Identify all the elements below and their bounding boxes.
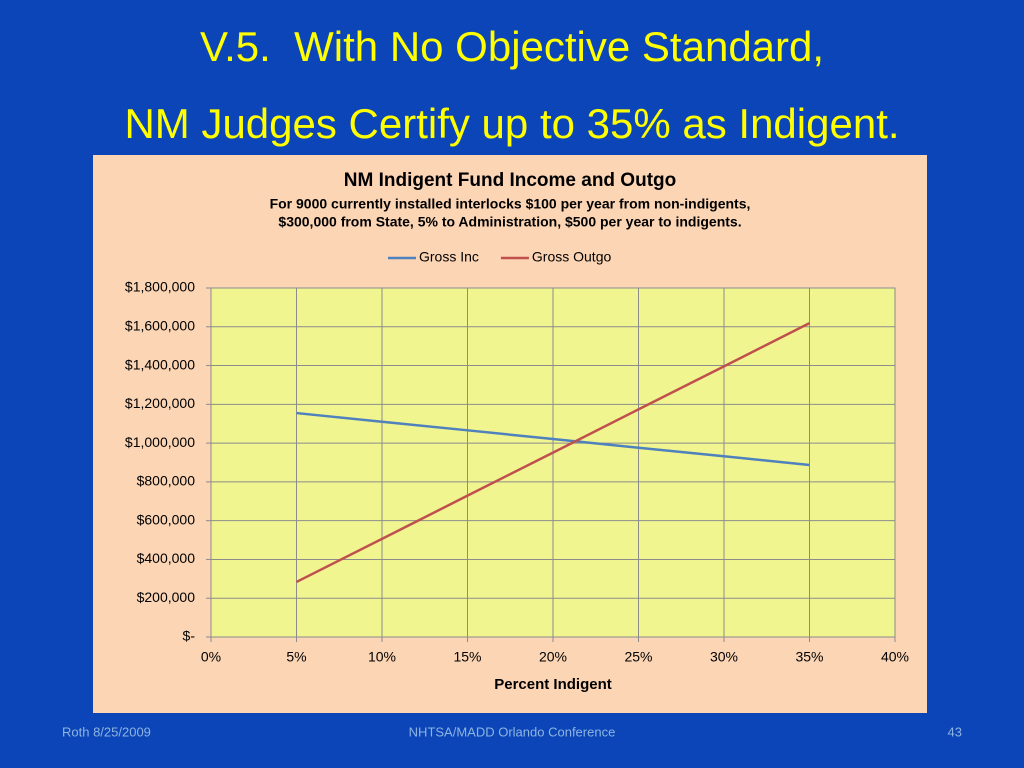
slide-title: NM Judges Certify up to 35% as Indigent. — [124, 100, 899, 147]
footer-center: NHTSA/MADD Orlando Conference — [409, 724, 616, 739]
y-tick-label: $1,800,000 — [125, 279, 195, 295]
y-tick-label: $1,000,000 — [125, 434, 195, 450]
series-line — [295, 321, 811, 584]
x-tick-label: 40% — [881, 649, 909, 665]
y-tick-label: $800,000 — [137, 473, 196, 489]
plot-border — [210, 287, 896, 638]
y-tick-label: $1,600,000 — [125, 317, 195, 333]
chart-subtitle: $300,000 from State, 5% to Administratio… — [278, 214, 741, 230]
page-number: 43 — [948, 724, 962, 739]
slide-title: V.5. With No Objective Standard, — [200, 23, 824, 70]
footer-left: Roth 8/25/2009 — [62, 724, 151, 739]
x-axis-label: Percent Indigent — [494, 676, 612, 693]
x-tick-label: 25% — [624, 649, 652, 665]
legend-label: Gross Outgo — [532, 249, 612, 265]
x-tick-label: 30% — [710, 649, 738, 665]
x-tick-label: 35% — [795, 649, 823, 665]
legend-label: Gross Inc — [419, 249, 479, 265]
y-tick-label: $400,000 — [137, 550, 196, 566]
x-tick-label: 15% — [453, 649, 481, 665]
chart-title: NM Indigent Fund Income and Outgo — [344, 170, 676, 191]
series-line — [296, 411, 810, 467]
y-tick-label: $200,000 — [137, 589, 196, 605]
y-tick-label: $600,000 — [137, 511, 196, 527]
y-tick-label: $1,200,000 — [125, 395, 195, 411]
x-tick-label: 10% — [368, 649, 396, 665]
y-tick-label: $1,400,000 — [125, 356, 195, 372]
chart-subtitle: For 9000 currently installed interlocks … — [270, 196, 751, 212]
x-tick-label: 0% — [201, 649, 221, 665]
y-tick-label: $- — [183, 628, 196, 644]
x-tick-label: 20% — [539, 649, 567, 665]
x-tick-label: 5% — [286, 649, 306, 665]
